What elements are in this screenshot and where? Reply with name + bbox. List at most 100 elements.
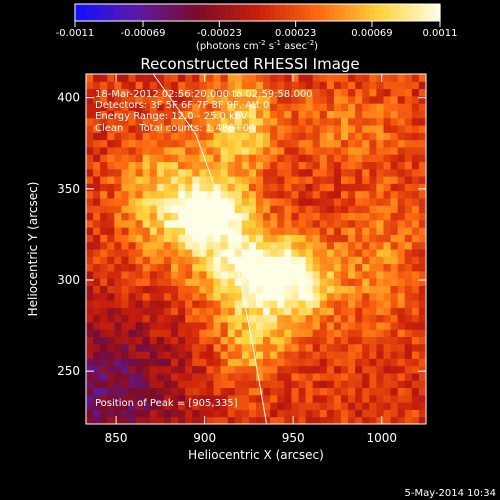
heatmap-cell <box>362 88 370 97</box>
heatmap-cell <box>397 314 406 323</box>
heatmap-cell <box>171 88 179 97</box>
heatmap-cell <box>348 110 356 119</box>
heatmap-cell <box>341 212 349 221</box>
heatmap-cell <box>270 249 278 257</box>
heatmap-cell <box>227 146 236 155</box>
heatmap-cell <box>326 278 335 286</box>
heatmap-cell <box>213 329 222 337</box>
heatmap-cell <box>411 314 420 323</box>
heatmap-cell <box>383 81 392 90</box>
heatmap-cell <box>213 81 222 90</box>
heatmap-cell <box>397 234 406 243</box>
heatmap-cell <box>206 205 214 214</box>
colorbar-cell <box>100 4 106 21</box>
heatmap-cell <box>348 219 356 228</box>
heatmap-cell <box>227 365 236 374</box>
heatmap-cell <box>220 300 229 308</box>
heatmap-cell <box>100 103 108 111</box>
heatmap-cell <box>171 270 179 279</box>
heatmap-cell <box>418 132 427 141</box>
heatmap-cell <box>100 321 108 330</box>
heatmap-cell <box>312 146 321 155</box>
heatmap-cell <box>263 234 271 243</box>
heatmap-cell <box>305 168 314 177</box>
heatmap-cell <box>107 117 115 126</box>
heatmap-cell <box>383 336 392 345</box>
heatmap-cell <box>121 285 129 294</box>
heatmap-cell <box>185 380 193 389</box>
heatmap-cell <box>362 197 370 206</box>
heatmap-cell <box>326 88 335 97</box>
heatmap-cell <box>114 190 122 199</box>
colorbar-cell <box>150 4 156 21</box>
heatmap-cell <box>369 358 377 367</box>
heatmap-cell <box>213 125 222 133</box>
heatmap-cell <box>333 256 342 265</box>
heatmap-cell <box>107 227 115 235</box>
heatmap-cell <box>100 205 108 214</box>
heatmap-cell <box>305 372 314 381</box>
heatmap-cell <box>298 81 307 90</box>
heatmap-cell <box>86 125 94 133</box>
heatmap-cell <box>291 227 299 235</box>
heatmap-cell <box>142 227 151 235</box>
heatmap-cell <box>93 241 101 250</box>
heatmap-cell <box>163 183 172 192</box>
heatmap-cell <box>156 358 165 367</box>
heatmap-cell <box>107 372 115 381</box>
heatmap-cell <box>326 329 335 337</box>
heatmap-cell <box>270 168 278 177</box>
heatmap-cell <box>241 95 250 104</box>
heatmap-cell <box>100 270 108 279</box>
heatmap-cell <box>305 190 314 199</box>
heatmap-cell <box>291 205 299 214</box>
heatmap-cell <box>107 351 115 359</box>
colorbar-cell <box>190 4 196 21</box>
heatmap-cell <box>305 234 314 243</box>
heatmap-cell <box>227 300 236 308</box>
heatmap-cell <box>93 234 101 243</box>
colorbar-cell <box>170 4 176 21</box>
heatmap-cell <box>149 402 158 410</box>
heatmap-cell <box>312 176 321 184</box>
heatmap-cell <box>284 146 292 155</box>
heatmap-cell <box>185 125 193 133</box>
heatmap-cell <box>227 103 236 111</box>
heatmap-cell <box>390 278 399 286</box>
heatmap-cell <box>234 307 243 316</box>
heatmap-cell <box>248 74 257 82</box>
heatmap-cell <box>234 343 243 352</box>
heatmap-cell <box>270 270 278 279</box>
heatmap-cell <box>149 241 158 250</box>
heatmap-cell <box>312 416 321 425</box>
heatmap-cell <box>100 416 108 425</box>
heatmap-cell <box>199 351 207 359</box>
heatmap-cell <box>263 95 271 104</box>
heatmap-cell <box>199 307 207 316</box>
heatmap-cell <box>256 132 264 141</box>
heatmap-cell <box>142 190 151 199</box>
heatmap-cell <box>128 358 137 367</box>
colorbar-ticks: -0.0011 -0.00069 -0.00023 0.00023 0.00069 0.0… <box>56 21 458 39</box>
heatmap-cell <box>121 358 129 367</box>
heatmap-cell <box>397 190 406 199</box>
heatmap-cell <box>263 263 271 272</box>
colorbar-cell <box>360 4 366 21</box>
heatmap-cell <box>220 409 229 418</box>
heatmap-cell <box>383 249 392 257</box>
heatmap-cell <box>376 416 384 425</box>
heatmap-cell <box>192 110 200 119</box>
heatmap-cell <box>171 176 179 184</box>
colorbar-cell <box>325 4 331 21</box>
heatmap-cell <box>192 103 200 111</box>
heatmap-cell <box>298 372 307 381</box>
heatmap-cell <box>256 372 264 381</box>
heatmap-cell <box>135 249 144 257</box>
heatmap-cell <box>291 314 299 323</box>
heatmap-cell <box>156 343 165 352</box>
heatmap-cell <box>404 183 413 192</box>
colorbar-cell <box>330 4 336 21</box>
heatmap-cell <box>362 336 370 345</box>
heatmap-cell <box>192 161 200 170</box>
heatmap-cell <box>135 190 144 199</box>
